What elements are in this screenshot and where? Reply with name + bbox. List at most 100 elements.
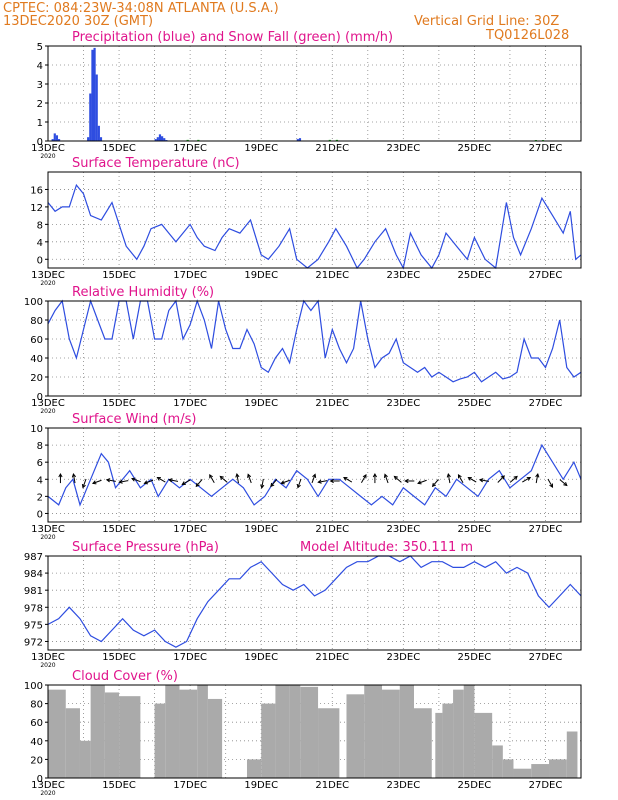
x-tick-label: 19DEC <box>244 652 278 663</box>
wind-arrow-head <box>404 478 409 484</box>
wind-arrow-head <box>270 482 275 488</box>
panel-frame <box>47 171 582 269</box>
wind-arrow <box>522 477 531 483</box>
precip-bar <box>298 138 302 141</box>
panel-3: Surface Wind (m/s)13DEC 15DEC 17DEC 19DEC 21… <box>30 412 582 541</box>
wind-arrow <box>131 478 141 483</box>
cloud-bar <box>300 686 319 778</box>
panel-title: Surface Temperature (nC) <box>72 156 240 171</box>
panel-0: Precipitation (blue) and Snow Fall (gree… <box>31 30 582 160</box>
y-tick-label: 0 <box>37 509 43 520</box>
x-tick-label: 23DEC <box>386 143 420 154</box>
series-line <box>47 555 582 648</box>
y-tick-label: 12 <box>30 203 43 214</box>
panel-frame <box>47 427 582 523</box>
x-tick-label: 27DEC <box>529 398 563 409</box>
year-label: 2020 <box>40 408 55 415</box>
x-tick-label: 13DEC <box>31 780 65 791</box>
panel-title: Surface Pressure (hPa) <box>72 540 219 555</box>
wind-arrow <box>219 476 228 483</box>
wind-arrow-head <box>143 480 149 485</box>
wind-arrow-head <box>393 475 398 480</box>
x-tick-label: 17DEC <box>173 780 207 791</box>
x-tick-label: 19DEC <box>244 398 278 409</box>
precip-bar <box>156 137 159 141</box>
wind-arrow <box>247 474 252 484</box>
wind-arrow-head <box>81 484 86 489</box>
wind-arrow <box>182 479 191 485</box>
panel-5: Cloud Cover (%) 13DEC 15DEC 17DEC 19DEC 21DEC… <box>24 669 582 797</box>
precip-bar <box>97 125 100 141</box>
wind-arrow-head <box>312 473 317 478</box>
wind-arrow-head <box>467 476 472 481</box>
wind-arrow <box>157 477 166 483</box>
wind-arrow-head <box>417 480 422 485</box>
wind-arrow-head <box>500 475 505 480</box>
wind-arrow <box>297 478 302 488</box>
wind-arrow-head <box>343 476 348 481</box>
y-tick-label: 1 <box>37 118 43 129</box>
panel-title: Precipitation (blue) and Snow Fall (gree… <box>72 30 393 45</box>
panel-title: Cloud Cover (%) <box>72 669 178 684</box>
wind-arrow <box>458 474 464 484</box>
wind-arrow-head <box>195 482 200 488</box>
year-label: 2020 <box>40 662 55 669</box>
x-tick-label: 13DEC <box>31 270 65 281</box>
cloud-bar <box>399 685 414 778</box>
x-tick-label: 19DEC <box>244 780 278 791</box>
y-tick-label: 2 <box>37 492 43 503</box>
x-tick-label: 25DEC <box>458 143 492 154</box>
series-line <box>47 298 582 383</box>
wind-arrow-head <box>317 479 322 484</box>
wind-arrow <box>394 476 402 483</box>
wind-arrow-head <box>372 472 378 478</box>
cloud-bar <box>246 759 262 778</box>
wind-arrow <box>106 479 116 482</box>
x-tick-label: 25DEC <box>458 780 492 791</box>
x-tick-label: 25DEC <box>458 398 492 409</box>
precip-bar <box>57 139 61 141</box>
y-tick-label: 60 <box>30 335 43 346</box>
wind-arrow <box>479 479 489 482</box>
x-tick-label: 17DEC <box>173 270 207 281</box>
wind-arrow-head <box>105 478 111 483</box>
y-tick-label: 0 <box>37 392 43 403</box>
cloud-bar <box>179 689 198 778</box>
y-tick-label: 6 <box>37 458 43 469</box>
cloud-bar <box>119 696 141 778</box>
wind-arrow-head <box>247 473 252 478</box>
panel-1: Surface Temperature (nC) 13DEC 15DEC 17DEC 1… <box>30 156 582 287</box>
wind-arrow-head <box>71 473 77 478</box>
wind-arrow <box>559 479 568 486</box>
wind-arrow-head <box>563 482 568 487</box>
x-tick-label: 23DEC <box>386 780 420 791</box>
series-line <box>47 443 582 507</box>
cloud-bar <box>318 708 340 778</box>
wind-arrow-head <box>131 477 136 482</box>
x-tick-label: 21DEC <box>315 652 349 663</box>
wind-arrow <box>318 480 328 483</box>
wind-arrow-head <box>446 473 451 478</box>
cloud-bar <box>492 745 503 778</box>
wind-arrow-head <box>431 482 437 488</box>
wind-arrow-head <box>219 475 224 480</box>
y-tick-label: 0 <box>37 137 43 148</box>
year-label: 2020 <box>40 534 55 541</box>
wind-arrow <box>281 479 290 484</box>
precip-bar <box>160 136 164 141</box>
y-tick-label: 100 <box>24 681 43 692</box>
cloud-bar <box>566 731 578 778</box>
x-tick-label: 23DEC <box>386 524 420 535</box>
wind-arrow-head <box>167 478 173 483</box>
x-tick-label: 23DEC <box>386 398 420 409</box>
x-tick-label: 21DEC <box>315 780 349 791</box>
precip-bar <box>53 133 56 141</box>
y-tick-label: 20 <box>30 755 43 766</box>
wind-arrow <box>417 479 427 484</box>
wind-arrow <box>236 474 239 484</box>
y-tick-label: 981 <box>24 586 43 597</box>
x-tick-label: 13DEC <box>31 652 65 663</box>
y-tick-label: 3 <box>37 80 43 91</box>
year-label: 2020 <box>40 153 55 160</box>
